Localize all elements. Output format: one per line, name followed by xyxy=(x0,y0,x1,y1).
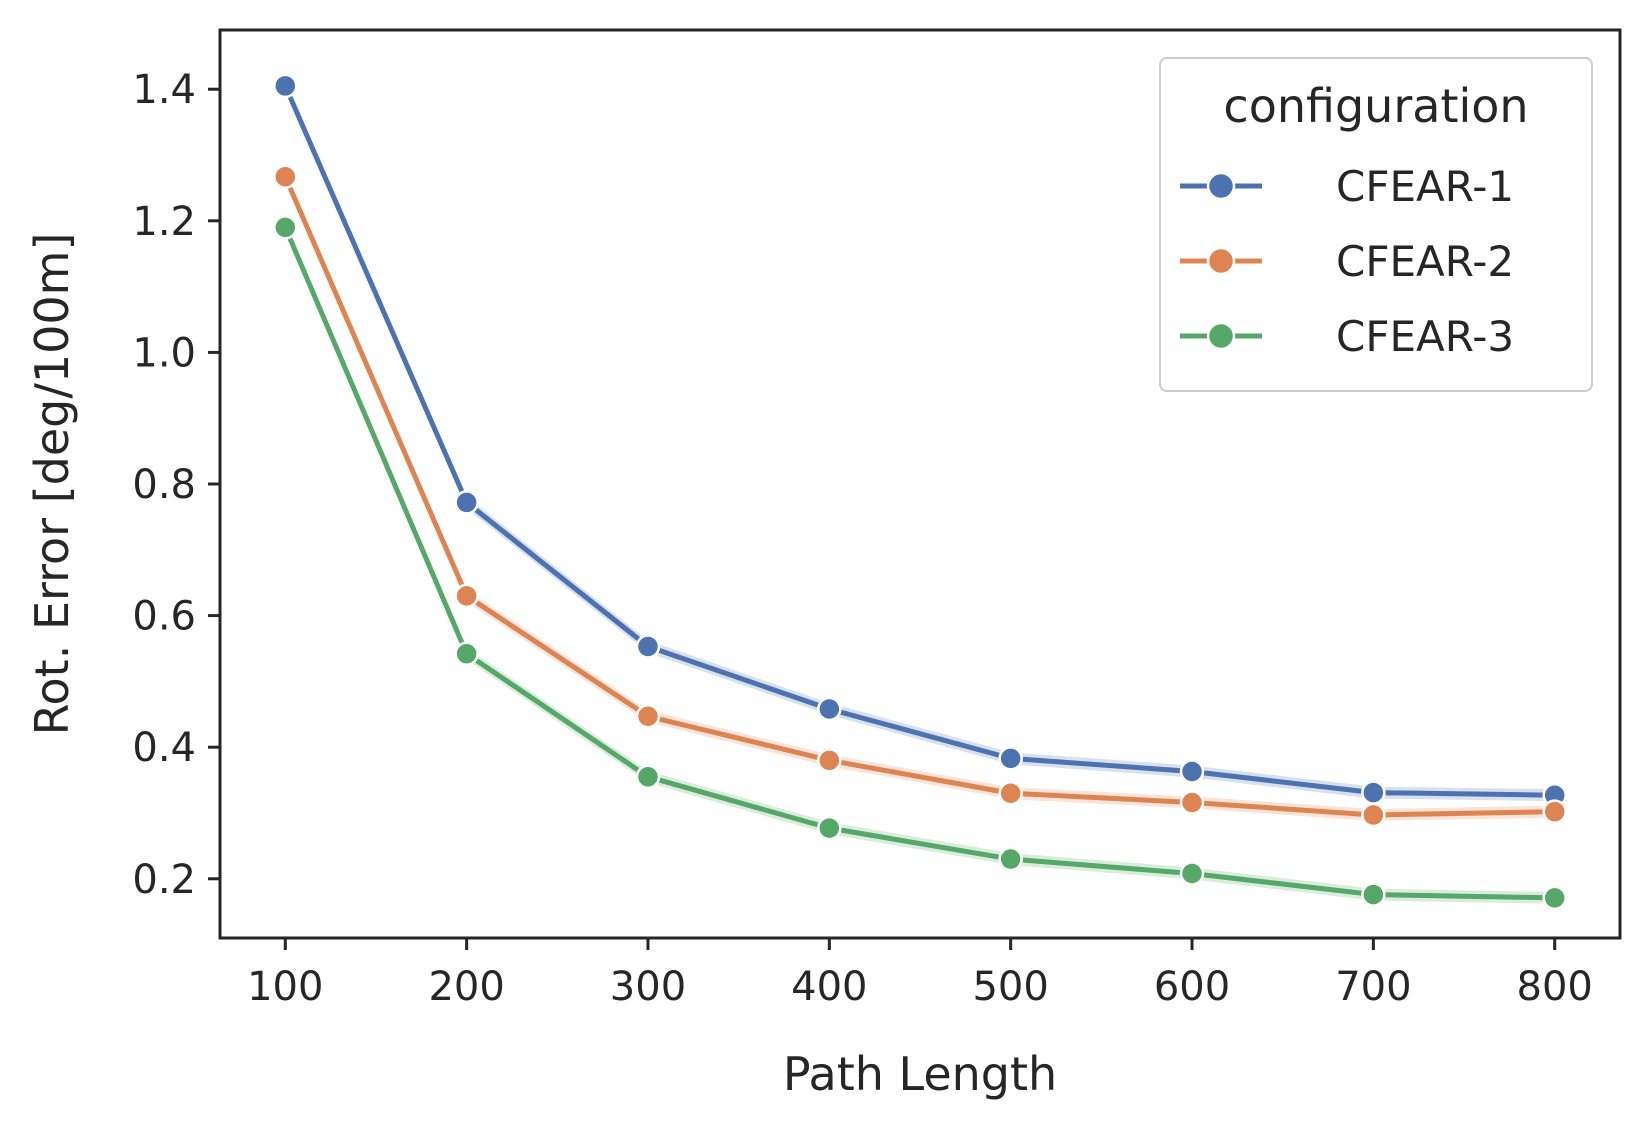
data-point xyxy=(998,746,1023,771)
legend-marker xyxy=(1206,321,1236,351)
data-point xyxy=(1542,885,1567,911)
legend: configuration CFEAR-1 CFEAR-2 CFEAR-3 xyxy=(1159,57,1593,392)
data-point xyxy=(635,634,661,659)
x-axis-label: Path Length xyxy=(783,1047,1057,1101)
data-point xyxy=(817,748,842,773)
x-tick-label: 500 xyxy=(972,964,1048,1010)
data-point xyxy=(1179,759,1205,784)
series-line-1 xyxy=(282,84,1555,798)
data-point xyxy=(998,846,1023,872)
data-point xyxy=(273,164,298,189)
y-tick-label: 0.4 xyxy=(132,725,196,771)
x-axis-ticks: 100 200 300 400 500 600 700 800 xyxy=(247,938,1593,1010)
y-tick-label: 1.0 xyxy=(132,330,196,376)
legend-label: CFEAR-3 xyxy=(1336,312,1514,361)
data-point xyxy=(998,780,1023,806)
data-point xyxy=(454,490,479,515)
data-point xyxy=(454,583,479,609)
data-point xyxy=(635,764,661,790)
data-point xyxy=(273,215,298,240)
data-point xyxy=(1542,799,1567,824)
y-tick-label: 1.4 xyxy=(132,67,196,113)
data-point xyxy=(1361,780,1386,805)
series-line-3 xyxy=(282,226,1555,901)
series-line-2 xyxy=(282,175,1555,818)
x-tick-label: 300 xyxy=(610,964,686,1010)
data-point xyxy=(1179,861,1205,886)
series-markers xyxy=(273,73,1567,911)
y-axis-ticks: 0.2 0.4 0.6 0.8 1.0 1.2 1.4 xyxy=(132,67,220,903)
series-lines xyxy=(282,84,1555,901)
legend-label: CFEAR-1 xyxy=(1336,162,1514,211)
x-tick-label: 800 xyxy=(1517,964,1593,1010)
legend-label: CFEAR-2 xyxy=(1336,237,1514,286)
x-tick-label: 200 xyxy=(428,964,504,1010)
x-tick-label: 100 xyxy=(247,964,323,1010)
x-tick-label: 400 xyxy=(791,964,867,1010)
y-axis-label: Rot. Error [deg/100m] xyxy=(25,233,79,736)
legend-marker xyxy=(1206,171,1236,201)
y-tick-label: 1.2 xyxy=(132,199,196,245)
data-point xyxy=(1361,882,1386,907)
legend-marker xyxy=(1206,246,1236,276)
data-point xyxy=(817,696,842,722)
x-tick-label: 600 xyxy=(1154,964,1230,1010)
legend-title: configuration xyxy=(1223,79,1528,133)
y-tick-label: 0.8 xyxy=(132,462,196,508)
data-point xyxy=(454,641,479,667)
y-tick-label: 0.6 xyxy=(132,594,196,640)
legend-items: CFEAR-1 CFEAR-2 CFEAR-3 xyxy=(1180,162,1514,361)
legend-box xyxy=(1159,57,1593,392)
data-point xyxy=(273,73,298,99)
data-point xyxy=(817,815,842,841)
y-tick-label: 0.2 xyxy=(132,857,196,903)
data-point xyxy=(1361,802,1386,828)
data-point xyxy=(635,704,661,729)
data-point xyxy=(1179,790,1205,815)
x-tick-label: 700 xyxy=(1335,964,1411,1010)
